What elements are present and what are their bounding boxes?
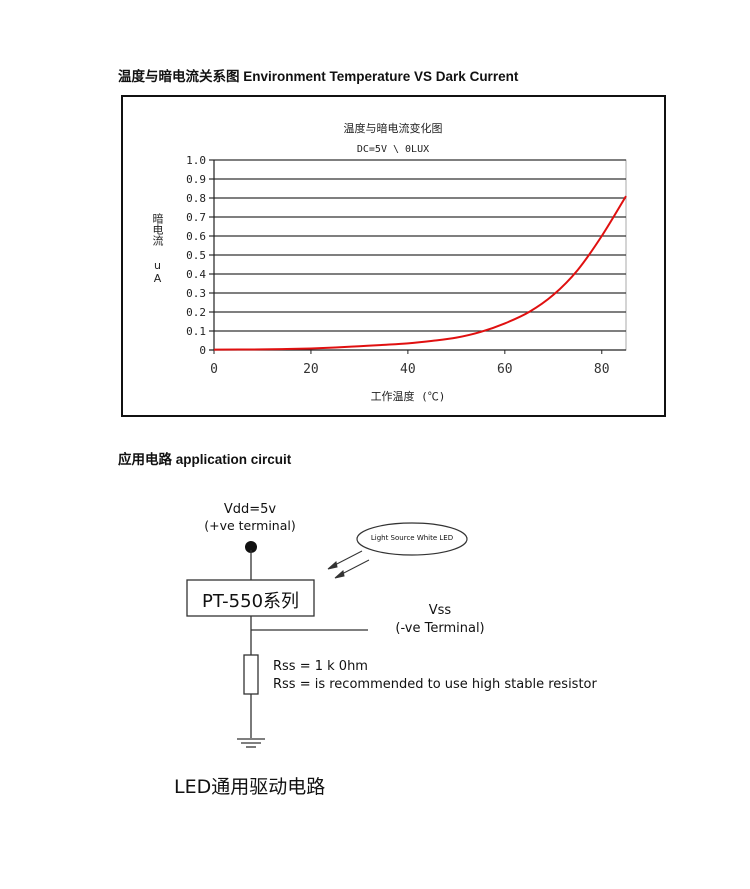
chart-svg: 温度与暗电流变化图 DC=5V \ 0LUX 0 0.1 0.2 0.3 0.4 0.5 0…	[186, 121, 627, 403]
ground-icon	[237, 738, 265, 748]
x-tick-label: 80	[594, 362, 610, 377]
x-tick-label: 0	[210, 362, 218, 377]
rss-note: Rss = is recommended to use high stable …	[273, 677, 597, 692]
x-tick-label: 40	[400, 362, 416, 377]
light-arrows-icon	[327, 550, 370, 579]
x-axis-label: 工作温度 (℃)	[371, 389, 446, 403]
dark-current-chart: 温度与暗电流变化图 DC=5V \ 0LUX 0 0.1 0.2 0.3 0.4 0.5 0…	[121, 95, 666, 417]
y-tick-label: 0.3	[186, 287, 206, 300]
circuit-caption: LED通用驱动电路	[174, 776, 326, 798]
chart-section-heading: 温度与暗电流关系图 Environment Temperature VS Dar…	[118, 69, 519, 84]
vdd-label: Vdd=5v	[223, 502, 277, 517]
vdd-terminal-dot	[245, 541, 257, 553]
chart-subtitle: DC=5V \ 0LUX	[357, 144, 429, 155]
y-tick-label: 0.6	[186, 230, 206, 243]
vdd-terminal-label: (+ve terminal)	[204, 518, 296, 533]
y-tick-label: 0.5	[186, 249, 206, 262]
device-label: PT-550系列	[201, 591, 300, 612]
light-source-label: Light Source White LED	[370, 534, 454, 542]
series-line	[213, 195, 627, 351]
x-tick-label: 20	[303, 362, 319, 377]
chart-title: 温度与暗电流变化图	[344, 121, 443, 135]
y-axis-label: 暗电流 uA	[151, 213, 164, 285]
vss-terminal-label: (-ve Terminal)	[395, 621, 485, 636]
y-tick-label: 1.0	[186, 154, 206, 167]
y-tick-label: 0.8	[186, 192, 206, 205]
resistor	[243, 654, 259, 695]
y-tick-label: 0.2	[186, 306, 206, 319]
y-tick-label: 0	[199, 344, 206, 357]
rss-value: Rss = 1 k 0hm	[273, 659, 368, 674]
vss-label: Vss	[428, 603, 452, 618]
x-tick-label: 60	[497, 362, 513, 377]
y-tick-label: 0.9	[186, 173, 206, 186]
circuit-section-heading: 应用电路 application circuit	[118, 452, 292, 467]
light-source-ellipse	[356, 522, 468, 556]
y-tick-label: 0.1	[186, 325, 206, 338]
y-tick-label: 0.7	[186, 211, 206, 224]
y-tick-label: 0.4	[186, 268, 206, 281]
